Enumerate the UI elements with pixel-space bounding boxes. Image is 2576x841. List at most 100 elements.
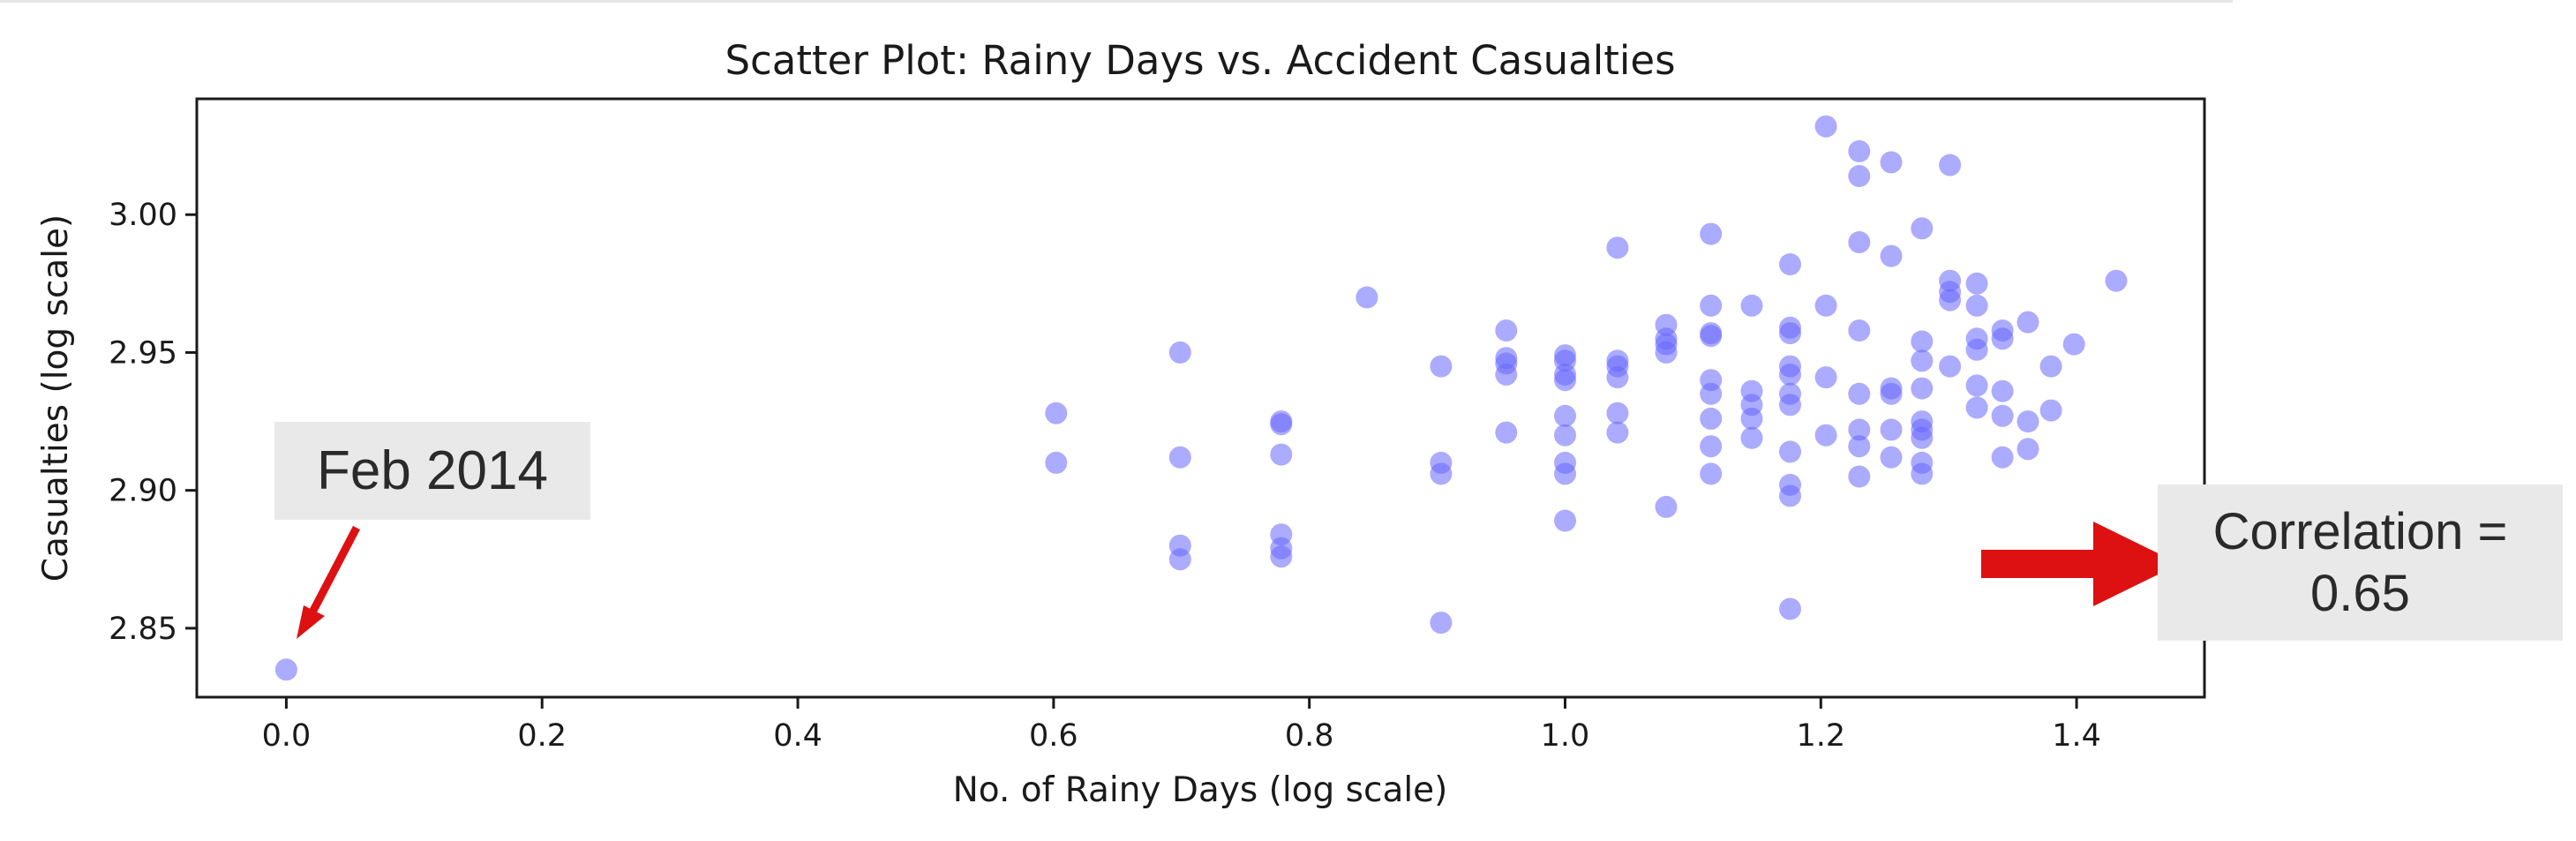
data-point	[1939, 154, 1962, 176]
data-point	[1700, 462, 1723, 485]
data-point	[1848, 139, 1871, 162]
data-point	[1911, 349, 1934, 372]
data-point	[1740, 294, 1763, 317]
data-point	[1779, 484, 1801, 507]
data-point	[1848, 418, 1871, 441]
data-point	[1965, 272, 1988, 295]
y-tick-label: 2.90	[109, 474, 177, 509]
data-point	[1430, 462, 1453, 485]
data-point	[1606, 402, 1629, 424]
y-tick-label: 2.95	[109, 335, 177, 371]
x-tick-label: 1.0	[1541, 718, 1590, 754]
data-point	[1814, 294, 1837, 317]
data-point	[1911, 377, 1934, 400]
data-point	[1965, 294, 1988, 317]
data-point	[1814, 115, 1837, 138]
data-point	[2062, 333, 2085, 356]
data-point	[1880, 382, 1903, 405]
data-point	[1495, 319, 1518, 342]
data-point	[1495, 421, 1518, 444]
y-axis-label: Casualties (log scale)	[36, 214, 76, 582]
data-point	[1814, 366, 1837, 389]
feb-arrow	[297, 525, 360, 639]
data-point	[2039, 355, 2062, 378]
data-point	[1554, 369, 1576, 392]
data-point	[1168, 341, 1191, 364]
data-point	[1911, 217, 1934, 240]
data-point	[1991, 404, 2014, 427]
data-point	[1700, 407, 1723, 430]
data-point	[1848, 231, 1871, 253]
data-point	[1700, 325, 1723, 348]
data-point	[1270, 413, 1293, 436]
data-point	[1655, 495, 1678, 518]
data-point	[2039, 399, 2062, 422]
data-point	[1700, 222, 1723, 245]
data-point	[1848, 382, 1871, 405]
x-tick-label: 1.4	[2052, 718, 2101, 754]
data-point	[1848, 165, 1871, 187]
data-point	[1168, 548, 1191, 571]
feb-2014-annotation: Feb 2014	[274, 422, 590, 520]
data-point	[1779, 394, 1801, 417]
plot-frame	[195, 97, 2206, 699]
data-point	[1779, 440, 1801, 463]
data-point	[1965, 374, 1988, 397]
data-point	[1430, 612, 1453, 635]
data-point	[1991, 446, 2014, 469]
data-point	[1495, 363, 1518, 386]
data-point	[1814, 424, 1837, 447]
data-point	[2016, 438, 2039, 461]
data-point	[1430, 355, 1453, 378]
data-point	[1911, 426, 1934, 449]
y-axis: 2.85 2.90 2.95 3.00	[109, 198, 197, 647]
data-point	[1848, 435, 1871, 458]
x-tick-label: 1.2	[1796, 718, 1845, 754]
data-point	[1779, 322, 1801, 345]
data-point	[1270, 443, 1293, 466]
data-point	[274, 658, 297, 681]
correlation-label: Correlation =	[2212, 502, 2508, 560]
data-point	[1939, 355, 1962, 378]
data-point	[1991, 379, 2014, 402]
data-point	[1554, 424, 1576, 447]
data-point	[2016, 311, 2039, 334]
data-point	[1045, 451, 1068, 474]
data-point	[1606, 237, 1629, 259]
data-point	[1606, 366, 1629, 389]
data-point	[1779, 363, 1801, 386]
x-tick-label: 0.2	[517, 718, 567, 754]
data-point	[1911, 330, 1934, 353]
x-tick-label: 0.4	[773, 718, 822, 754]
data-point	[2016, 410, 2039, 433]
y-tick-label: 2.85	[109, 612, 177, 647]
data-point	[1965, 396, 1988, 419]
x-axis-label: No. of Rainy Days (log scale)	[953, 770, 1448, 810]
x-tick-label: 0.8	[1285, 718, 1334, 754]
data-point	[1779, 597, 1801, 620]
correlation-value: 0.65	[2310, 564, 2410, 622]
y-tick-label: 3.00	[109, 198, 177, 233]
data-point	[1554, 404, 1576, 427]
data-point	[1606, 421, 1629, 444]
data-point	[1880, 151, 1903, 174]
points-layer	[274, 115, 2128, 681]
data-point	[1880, 244, 1903, 267]
data-point	[1740, 407, 1763, 430]
data-point	[1848, 465, 1871, 488]
data-point	[1939, 289, 1962, 312]
data-point	[1880, 418, 1903, 441]
data-point	[1655, 341, 1678, 364]
chart-title: Scatter Plot: Rainy Days vs. Accident Ca…	[725, 37, 1675, 84]
data-point	[1270, 545, 1293, 568]
data-point	[1848, 319, 1871, 342]
data-point	[1740, 426, 1763, 449]
data-point	[1700, 435, 1723, 458]
top-divider	[0, 0, 2233, 3]
data-point	[1700, 382, 1723, 405]
data-point	[1168, 446, 1191, 469]
data-point	[1965, 338, 1988, 361]
x-tick-label: 0.6	[1029, 718, 1078, 754]
data-point	[1554, 509, 1576, 532]
